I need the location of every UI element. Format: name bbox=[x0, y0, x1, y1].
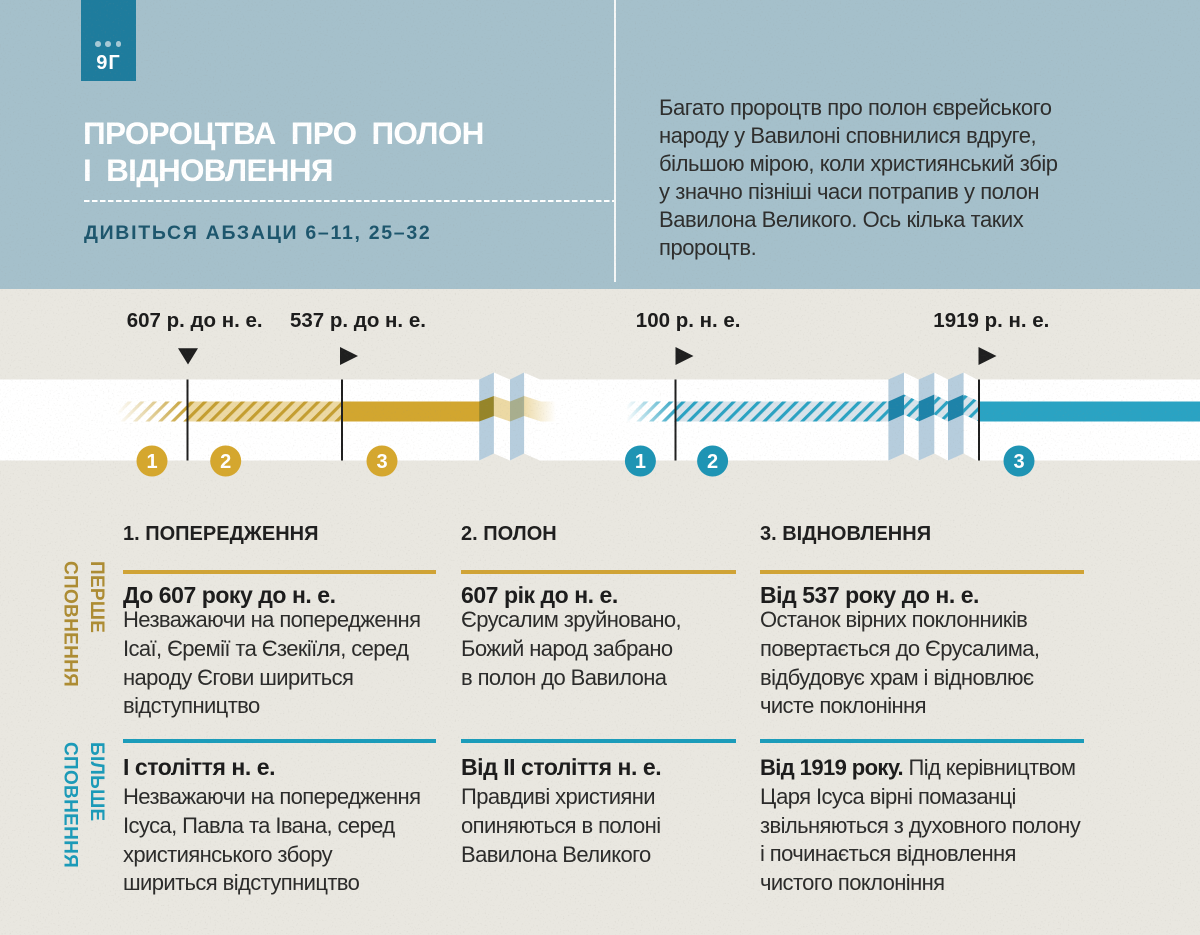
svg-text:100 р. н. е.: 100 р. н. е. bbox=[636, 309, 741, 332]
svg-text:607 р. до н. е.: 607 р. до н. е. bbox=[127, 309, 263, 332]
svg-text:3: 3 bbox=[376, 451, 387, 473]
svg-text:3: 3 bbox=[1013, 451, 1024, 473]
svg-text:537 р. до н. е.: 537 р. до н. е. bbox=[290, 309, 426, 332]
svg-text:2: 2 bbox=[707, 451, 718, 473]
svg-text:1: 1 bbox=[635, 451, 646, 473]
svg-text:1: 1 bbox=[146, 451, 157, 473]
svg-text:2: 2 bbox=[220, 451, 231, 473]
svg-text:1919 р. н. е.: 1919 р. н. е. bbox=[933, 309, 1049, 332]
